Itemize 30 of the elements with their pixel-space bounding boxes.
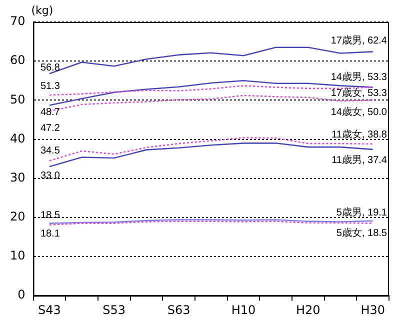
annotation: 14歳男, 53.3 xyxy=(330,71,388,84)
data-label: 33.0 xyxy=(40,170,60,182)
y-tick-label: 20 xyxy=(10,210,26,224)
x-tick-label: H30 xyxy=(360,302,385,317)
x-tick-label: H20 xyxy=(296,302,320,317)
x-tick-label: H10 xyxy=(231,302,256,317)
y-tick-label: 50 xyxy=(10,92,26,106)
y-tick-label: 10 xyxy=(10,248,26,263)
annotation: 11歳女, 38.8 xyxy=(332,128,388,141)
data-label: 48.7 xyxy=(40,107,60,118)
y-axis-title: (kg) xyxy=(31,4,54,17)
x-tick-label: S43 xyxy=(38,302,61,317)
y-tick-label: 40 xyxy=(10,131,26,146)
y-tick-label: 0 xyxy=(18,288,26,302)
x-tick-label: S63 xyxy=(167,302,190,317)
y-tick-label: 70 xyxy=(10,14,26,28)
annotation: 11歳男, 37.4 xyxy=(332,154,388,166)
annotation: 5歳女, 18.5 xyxy=(336,227,388,240)
y-tick-label: 30 xyxy=(10,170,26,184)
annotation: 14歳女, 50.0 xyxy=(330,106,388,118)
data-label: 56.8 xyxy=(40,62,60,74)
x-tick-label: S53 xyxy=(102,302,126,317)
y-tick-label: 60 xyxy=(10,53,26,68)
annotation: 17歳男, 62.4 xyxy=(330,34,388,46)
data-label: 47.2 xyxy=(40,122,60,134)
data-label: 18.1 xyxy=(40,228,60,240)
data-label: 51.3 xyxy=(40,80,60,92)
annotation: 5歳男, 19.1 xyxy=(336,206,388,219)
annotation: 17歳女, 53.3 xyxy=(330,87,388,100)
data-label: 34.5 xyxy=(40,146,60,157)
